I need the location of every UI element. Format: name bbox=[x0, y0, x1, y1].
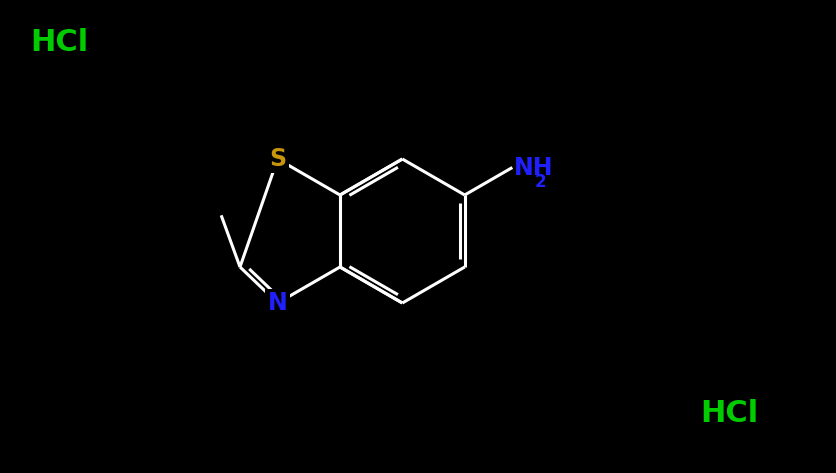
Text: HCl: HCl bbox=[30, 28, 89, 57]
Text: NH: NH bbox=[514, 156, 553, 179]
Text: 2: 2 bbox=[535, 173, 547, 191]
Text: HCl: HCl bbox=[700, 399, 758, 428]
Text: N: N bbox=[268, 291, 288, 315]
Text: S: S bbox=[269, 147, 286, 171]
